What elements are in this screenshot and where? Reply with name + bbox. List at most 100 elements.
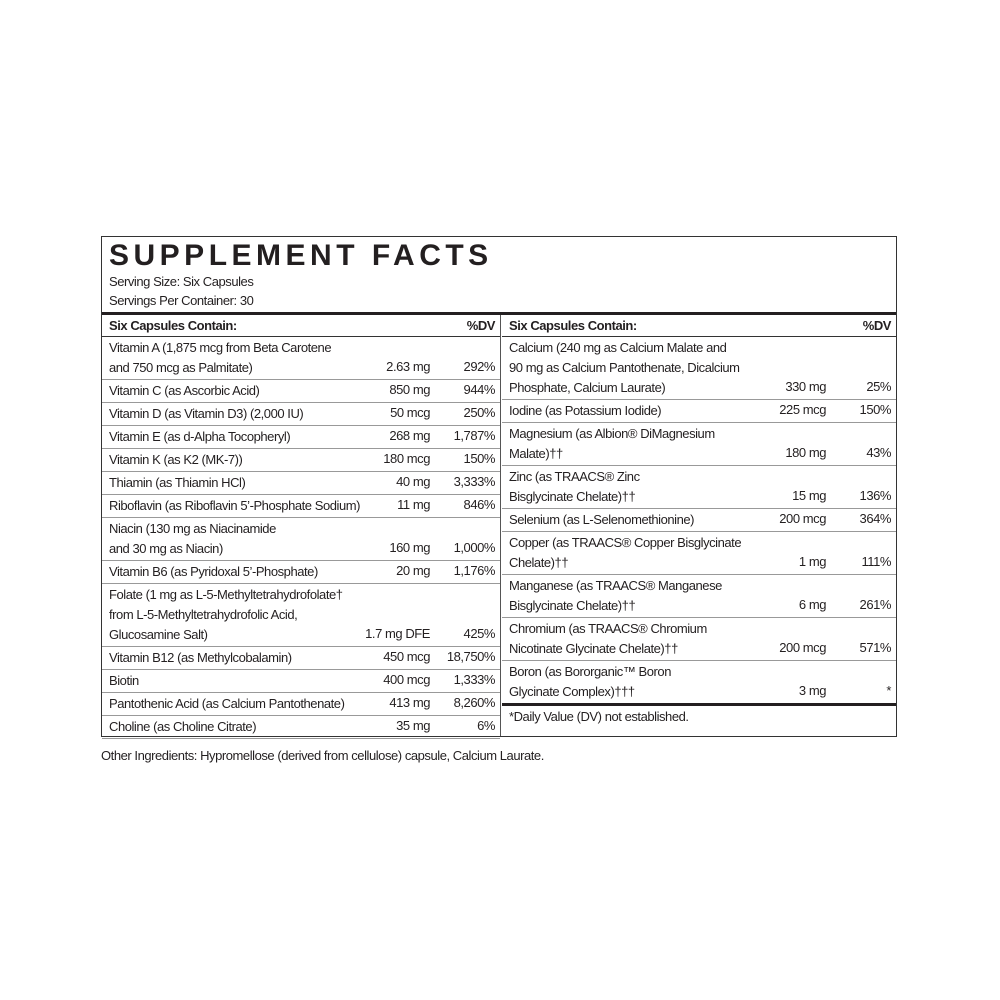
nutrient-amount: 1.7 mg DFE — [365, 626, 430, 641]
nutrient-amount: 1 mg — [798, 554, 827, 569]
serving-size: Serving Size: Six Capsules — [109, 274, 254, 289]
nutrient-row: Calcium (240 mg as Calcium Malate and 90… — [502, 337, 896, 400]
nutrient-name: Riboflavin (as Riboflavin 5’-Phosphate S… — [109, 498, 360, 513]
nutrient-row: Niacin (130 mg as Niacinamide and 30 mg … — [102, 518, 500, 561]
nutrient-name: Selenium (as L-Selenomethionine) — [509, 512, 695, 527]
nutrient-name: Zinc (as TRAACS® Zinc Bisglycinate Chela… — [509, 469, 640, 504]
nutrient-dv: 1,176% — [453, 563, 496, 578]
nutrient-name: Vitamin E (as d-Alpha Tocopheryl) — [109, 429, 291, 444]
nutrient-name: Vitamin C (as Ascorbic Acid) — [109, 383, 260, 398]
column-header: Six Capsules Contain: %DV — [502, 315, 896, 337]
nutrient-dv: 1,787% — [453, 428, 496, 443]
nutrient-amount: 160 mg — [389, 540, 430, 555]
nutrient-dv: 1,000% — [453, 540, 496, 555]
dv-footnote: *Daily Value (DV) not established. — [509, 709, 689, 724]
left-column: Six Capsules Contain: %DV Vitamin A (1,87… — [102, 315, 501, 739]
nutrient-name: Vitamin B6 (as Pyridoxal 5’-Phosphate) — [109, 564, 318, 579]
other-ingredients: Other Ingredients: Hypromellose (derived… — [101, 748, 544, 763]
nutrient-dv: * — [886, 683, 891, 698]
nutrient-name: Copper (as TRAACS® Copper Bisglycinate C… — [509, 535, 742, 570]
serving-info: Serving Size: Six Capsules Servings Per … — [109, 272, 254, 310]
nutrient-amount: 268 mg — [389, 428, 430, 443]
nutrient-row: Vitamin C (as Ascorbic Acid) 850 mg 944% — [102, 380, 500, 403]
nutrient-amount: 330 mg — [785, 379, 826, 394]
nutrient-dv: 25% — [866, 379, 891, 394]
nutrient-amount: 180 mg — [785, 445, 826, 460]
nutrient-dv: 111% — [861, 554, 891, 569]
nutrient-name: Choline (as Choline Citrate) — [109, 719, 257, 734]
nutrient-name: Magnesium (as Albion® DiMagnesium Malate… — [509, 426, 715, 461]
nutrient-dv: 250% — [463, 405, 496, 420]
nutrient-name: Manganese (as TRAACS® Manganese Bisglyci… — [509, 578, 722, 613]
nutrient-dv: 261% — [859, 597, 892, 612]
nutrient-amount: 200 mcg — [779, 511, 826, 526]
nutrient-name: Calcium (240 mg as Calcium Malate and 90… — [509, 340, 740, 395]
nutrient-row: Selenium (as L-Selenomethionine) 200 mcg 3… — [502, 509, 896, 532]
nutrient-row: Boron (as Bororganic™ Boron Glycinate Co… — [502, 661, 896, 706]
nutrient-amount: 35 mg — [396, 718, 430, 733]
nutrient-dv: 1,333% — [453, 672, 496, 687]
nutrient-row: Vitamin B12 (as Methylcobalamin) 450 mcg 1… — [102, 647, 500, 670]
nutrient-row: Vitamin D (as Vitamin D3) (2,000 IU) 50 m… — [102, 403, 500, 426]
column-header: Six Capsules Contain: %DV — [102, 315, 500, 337]
nutrient-row: Manganese (as TRAACS® Manganese Bisglyci… — [502, 575, 896, 618]
nutrient-name: Niacin (130 mg as Niacinamide and 30 mg … — [109, 521, 276, 556]
nutrient-row: Vitamin E (as d-Alpha Tocopheryl) 268 mg 1… — [102, 426, 500, 449]
nutrient-row: Zinc (as TRAACS® Zinc Bisglycinate Chela… — [502, 466, 896, 509]
nutrient-amount: 2.63 mg — [386, 359, 430, 374]
nutrient-amount: 200 mcg — [779, 640, 826, 655]
nutrient-row: Vitamin A (1,875 mcg from Beta Carotene … — [102, 337, 500, 380]
nutrient-dv: 150% — [463, 451, 496, 466]
nutrient-name: Pantothenic Acid (as Calcium Pantothenat… — [109, 696, 345, 711]
nutrient-row: Chromium (as TRAACS® Chromium Nicotinate… — [502, 618, 896, 661]
nutrient-amount: 850 mg — [389, 382, 430, 397]
nutrient-dv: 43% — [866, 445, 891, 460]
nutrient-row: Magnesium (as Albion® DiMagnesium Malate… — [502, 423, 896, 466]
nutrient-dv: 944% — [463, 382, 496, 397]
nutrient-amount: 400 mcg — [383, 672, 430, 687]
nutrient-row: Folate (1 mg as L-5-Methyltetrahydrofola… — [102, 584, 500, 647]
nutrient-name: Biotin — [109, 673, 139, 688]
nutrient-name: Iodine (as Potassium Iodide) — [509, 403, 662, 418]
divider-thick — [102, 312, 896, 315]
nutrient-name: Vitamin D (as Vitamin D3) (2,000 IU) — [109, 406, 304, 421]
nutrient-row: Copper (as TRAACS® Copper Bisglycinate C… — [502, 532, 896, 575]
header-dv: %DV — [862, 318, 892, 333]
nutrient-dv: 8,260% — [453, 695, 496, 710]
supplement-facts-panel: SUPPLEMENT FACTS Serving Size: Six Capsu… — [101, 236, 897, 739]
nutrient-name: Vitamin K (as K2 (MK-7)) — [109, 452, 243, 467]
nutrient-amount: 225 mcg — [779, 402, 826, 417]
nutrient-name: Folate (1 mg as L-5-Methyltetrahydrofola… — [109, 587, 343, 642]
servings-per-container: Servings Per Container: 30 — [109, 293, 254, 308]
nutrient-dv: 425% — [463, 626, 496, 641]
nutrient-dv: 292% — [463, 359, 496, 374]
nutrient-row: Vitamin B6 (as Pyridoxal 5’-Phosphate) 20… — [102, 561, 500, 584]
header-label: Six Capsules Contain: — [109, 318, 237, 333]
nutrient-name: Chromium (as TRAACS® Chromium Nicotinate… — [509, 621, 707, 656]
nutrient-row: Riboflavin (as Riboflavin 5’-Phosphate S… — [102, 495, 500, 518]
header-dv: %DV — [466, 318, 496, 333]
nutrient-row: Biotin 400 mcg 1,333% — [102, 670, 500, 693]
nutrient-amount: 413 mg — [389, 695, 430, 710]
nutrient-amount: 6 mg — [798, 597, 827, 612]
nutrient-name: Thiamin (as Thiamin HCl) — [109, 475, 246, 490]
nutrient-amount: 11 mg — [397, 497, 430, 512]
nutrient-row: Iodine (as Potassium Iodide) 225 mcg 150% — [502, 400, 896, 423]
nutrient-dv: 3,333% — [453, 474, 496, 489]
nutrient-row: Pantothenic Acid (as Calcium Pantothenat… — [102, 693, 500, 716]
nutrient-name: Vitamin B12 (as Methylcobalamin) — [109, 650, 292, 665]
nutrient-dv: 6% — [477, 718, 495, 733]
nutrient-amount: 3 mg — [798, 683, 827, 698]
header-label: Six Capsules Contain: — [509, 318, 637, 333]
nutrient-dv: 571% — [859, 640, 892, 655]
nutrient-amount: 40 mg — [396, 474, 430, 489]
nutrient-amount: 15 mg — [792, 488, 826, 503]
nutrient-name: Vitamin A (1,875 mcg from Beta Carotene … — [109, 340, 332, 375]
nutrient-row: Vitamin K (as K2 (MK-7)) 180 mcg 150% — [102, 449, 500, 472]
panel-title: SUPPLEMENT FACTS — [109, 239, 493, 272]
nutrient-row: Choline (as Choline Citrate) 35 mg 6% — [102, 716, 500, 739]
nutrient-dv: 846% — [463, 497, 496, 512]
nutrient-amount: 20 mg — [396, 563, 430, 578]
nutrient-row: Thiamin (as Thiamin HCl) 40 mg 3,333% — [102, 472, 500, 495]
nutrient-dv: 18,750% — [446, 649, 496, 664]
